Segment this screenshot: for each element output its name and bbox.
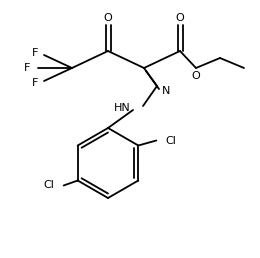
Text: O: O [192, 71, 200, 81]
Text: N: N [162, 86, 170, 96]
Text: O: O [176, 13, 184, 23]
Text: Cl: Cl [44, 181, 55, 190]
Text: F: F [32, 78, 38, 88]
Text: Cl: Cl [165, 135, 176, 146]
Text: F: F [32, 48, 38, 58]
Text: F: F [24, 63, 30, 73]
Text: O: O [104, 13, 112, 23]
Text: HN: HN [114, 103, 131, 113]
